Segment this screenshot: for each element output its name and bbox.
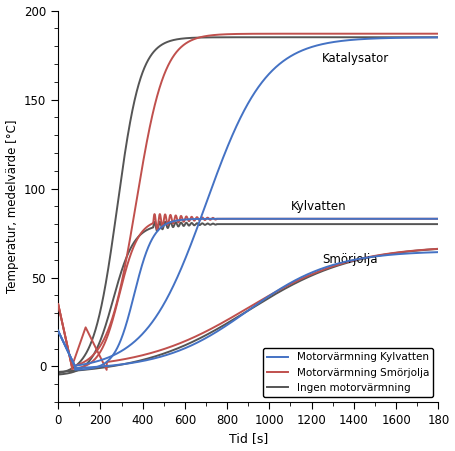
Text: Kylvatten: Kylvatten — [290, 200, 346, 213]
Text: Smörjolja: Smörjolja — [322, 253, 378, 266]
Legend: Motorvärmning Kylvatten, Motorvärmning Smörjolja, Ingen motorvärmning: Motorvärmning Kylvatten, Motorvärmning S… — [263, 348, 433, 397]
Text: Katalysator: Katalysator — [322, 52, 389, 65]
X-axis label: Tid [s]: Tid [s] — [228, 433, 268, 446]
Y-axis label: Temperatur, medelvärde [°C]: Temperatur, medelvärde [°C] — [5, 120, 19, 293]
